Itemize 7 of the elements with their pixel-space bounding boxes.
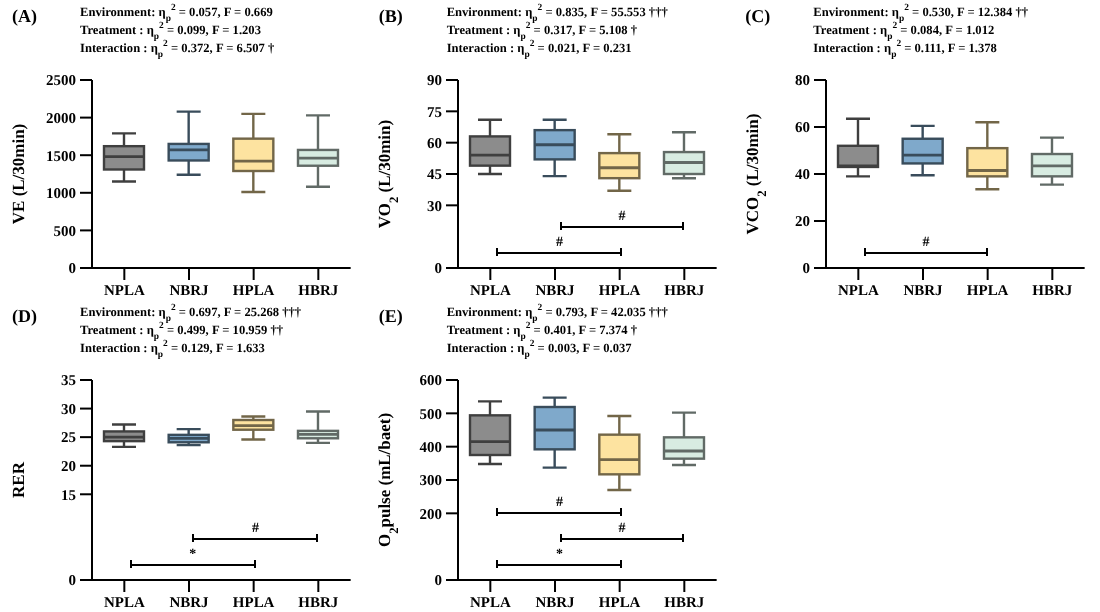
chart-title: (A) bbox=[12, 6, 37, 26]
chart-title: (D) bbox=[12, 306, 37, 326]
chart-title: (C) bbox=[745, 6, 771, 26]
chart-title: (B) bbox=[378, 6, 403, 26]
y-axis-title: RER bbox=[8, 460, 28, 498]
chart-title: (E) bbox=[378, 306, 403, 326]
y-axis-title: VE (L/30min) bbox=[8, 123, 28, 225]
